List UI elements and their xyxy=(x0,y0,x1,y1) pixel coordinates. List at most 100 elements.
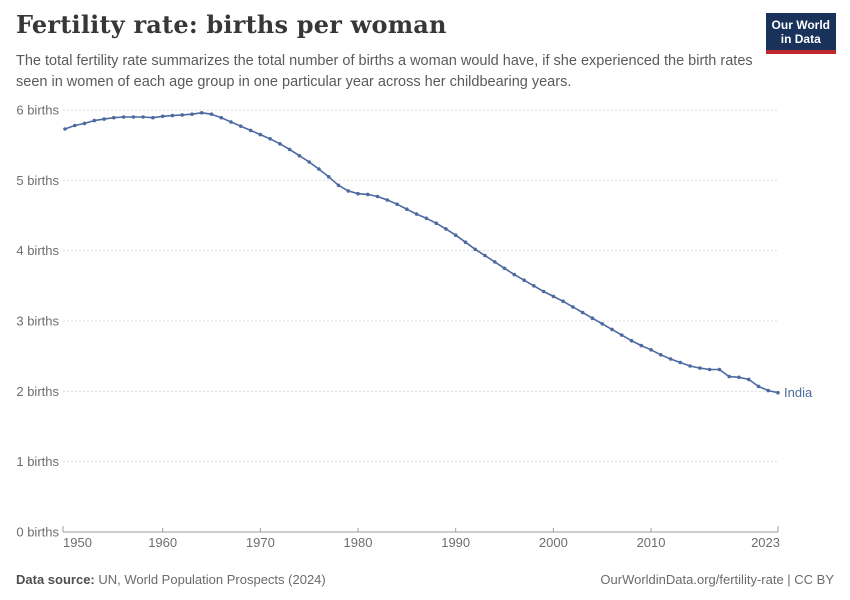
data-point xyxy=(678,360,683,365)
data-point xyxy=(307,160,312,164)
data-point xyxy=(541,289,546,294)
data-point xyxy=(180,113,184,117)
data-line-group: India xyxy=(63,111,813,400)
x-tick-label: 1990 xyxy=(441,535,470,550)
data-point xyxy=(561,299,565,304)
data-point xyxy=(629,338,634,343)
data-point xyxy=(600,322,604,326)
data-point xyxy=(649,348,653,352)
data-source: Data source: UN, World Population Prospe… xyxy=(16,572,326,587)
data-point xyxy=(493,260,497,264)
data-point xyxy=(336,183,341,188)
data-point xyxy=(258,132,263,137)
data-point xyxy=(199,111,204,115)
data-point xyxy=(112,115,116,120)
data-point xyxy=(502,266,507,271)
data-point xyxy=(121,115,126,119)
data-source-value: UN, World Population Prospects (2024) xyxy=(94,572,326,587)
data-point xyxy=(209,112,214,116)
data-point xyxy=(297,153,302,158)
data-point xyxy=(395,202,399,206)
y-tick-label: 1 births xyxy=(16,454,59,469)
data-point xyxy=(659,353,663,357)
data-point xyxy=(463,240,468,244)
chart-subtitle: The total fertility rate summarizes the … xyxy=(16,53,753,90)
data-point xyxy=(278,142,282,146)
x-tick-label: 1970 xyxy=(246,535,275,550)
y-tick-label: 5 births xyxy=(16,173,59,188)
data-point xyxy=(131,115,136,119)
data-point xyxy=(375,194,380,199)
grid-lines xyxy=(63,109,778,463)
data-point xyxy=(619,333,624,337)
data-point xyxy=(688,364,692,368)
data-point xyxy=(590,316,595,321)
data-point xyxy=(82,121,87,126)
y-tick-label: 2 births xyxy=(16,384,59,399)
data-point xyxy=(317,167,321,171)
data-source-label: Data source: xyxy=(16,572,95,587)
data-point xyxy=(522,278,526,283)
owid-logo-line1: Our World xyxy=(771,18,830,32)
data-point xyxy=(707,367,712,372)
data-point xyxy=(229,120,233,124)
footer-attribution: OurWorldinData.org/fertility-rate | CC B… xyxy=(600,572,834,587)
x-tick-label: 2023 xyxy=(751,535,780,550)
x-tick-label: 1960 xyxy=(148,535,177,550)
page-title: Fertility rate: births per woman xyxy=(16,10,447,39)
data-point xyxy=(453,233,458,237)
data-point xyxy=(366,192,370,197)
data-point xyxy=(698,366,702,370)
fertility-line xyxy=(64,112,779,394)
data-point xyxy=(424,216,429,221)
data-point xyxy=(326,175,331,179)
data-point xyxy=(190,112,194,116)
data-point xyxy=(473,247,478,252)
y-tick-label: 0 births xyxy=(16,525,59,540)
x-axis xyxy=(62,526,779,533)
data-point xyxy=(73,123,77,128)
data-point xyxy=(239,124,243,128)
data-point xyxy=(385,198,390,202)
y-axis-labels: 0 births 1 births 2 births 3 births 4 births… xyxy=(16,103,59,540)
data-point xyxy=(151,115,155,120)
data-point xyxy=(551,294,556,299)
data-point xyxy=(571,305,575,309)
data-point xyxy=(483,253,487,258)
data-point xyxy=(776,390,780,395)
data-point xyxy=(434,221,439,225)
data-point xyxy=(170,113,175,118)
data-point xyxy=(639,343,644,348)
owid-logo: Our World in Data xyxy=(765,13,836,54)
data-point xyxy=(287,147,292,152)
data-point xyxy=(63,127,67,131)
owid-logo-line2: in Data xyxy=(780,32,821,46)
data-point xyxy=(356,191,360,196)
data-point xyxy=(346,189,351,193)
data-point xyxy=(160,114,165,119)
x-tick-label: 1980 xyxy=(344,535,373,550)
data-point xyxy=(248,128,253,133)
y-tick-label: 4 births xyxy=(16,243,59,258)
y-tick-label: 6 births xyxy=(16,103,59,118)
data-point xyxy=(766,388,770,393)
data-point xyxy=(92,118,97,123)
data-point xyxy=(610,327,614,332)
data-point xyxy=(444,227,448,231)
data-point xyxy=(141,115,145,119)
entity-label: India xyxy=(784,385,813,400)
data-point xyxy=(512,272,517,277)
data-point xyxy=(717,367,722,372)
data-point xyxy=(746,377,751,382)
data-point xyxy=(532,284,536,288)
data-point xyxy=(405,207,409,211)
x-tick-label: 2010 xyxy=(637,535,666,550)
data-point xyxy=(414,212,419,216)
data-point xyxy=(219,115,224,120)
y-tick-label: 3 births xyxy=(16,314,59,329)
data-point xyxy=(268,137,272,141)
data-point xyxy=(756,384,761,389)
data-point xyxy=(737,375,741,380)
data-point xyxy=(102,117,106,121)
